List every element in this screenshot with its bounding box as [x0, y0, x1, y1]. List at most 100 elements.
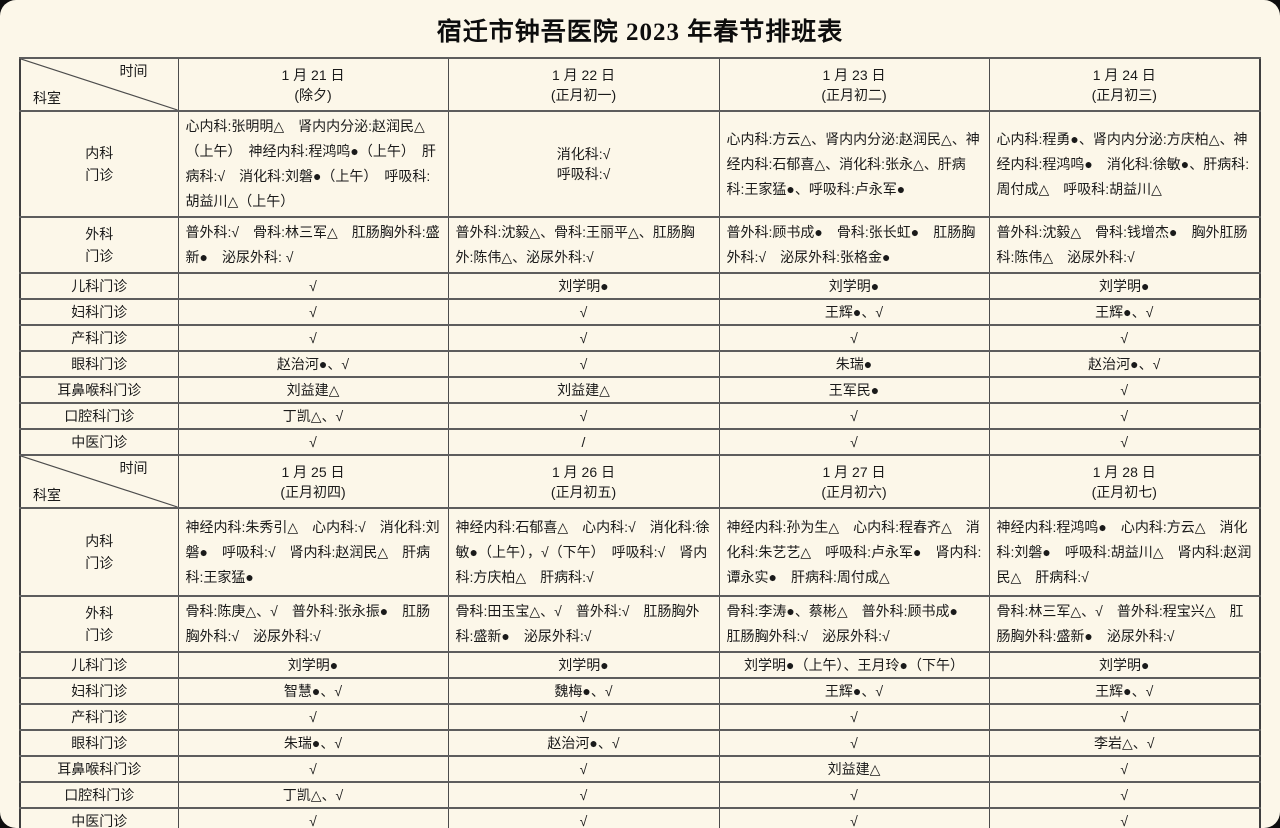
dept-label: 口腔科门诊	[19, 781, 179, 809]
page-title: 宿迁市钟吾医院 2023 年春节排班表	[436, 19, 844, 46]
dept-label: 耳鼻喉科门诊	[19, 755, 179, 783]
date-header: 1 月 27 日 (正月初六)	[718, 454, 990, 509]
corner-cell: 时间 科室	[19, 454, 179, 509]
schedule-cell: √	[447, 807, 720, 828]
schedule-cell: √	[988, 402, 1261, 430]
schedule-cell: √	[718, 324, 990, 352]
schedule-cell: √	[447, 324, 720, 352]
date-header: 1 月 22 日 (正月初一)	[447, 57, 720, 112]
schedule-cell: 刘学明●	[988, 272, 1261, 300]
schedule-cell: 普外科:沈毅△ 骨科:钱增杰● 胸外肛肠科:陈伟△ 泌尿外科:√	[988, 216, 1261, 274]
schedule-cell: 刘益建△	[177, 376, 449, 404]
corner-cell: 时间 科室	[19, 57, 179, 112]
date-header: 1 月 24 日 (正月初三)	[988, 57, 1261, 112]
date-header: 1 月 23 日 (正月初二)	[718, 57, 990, 112]
date-day: 1 月 22 日	[551, 66, 616, 83]
schedule-cell: 李岩△、√	[988, 729, 1261, 757]
schedule-cell: 刘学明●	[988, 651, 1261, 679]
schedule-cell: 刘学明●	[177, 651, 449, 679]
schedule-cell: 丁凯△、√	[177, 402, 449, 430]
dept-label: 眼科门诊	[19, 729, 179, 757]
schedule-cell: √	[988, 324, 1261, 352]
date-day: 1 月 28 日	[1092, 463, 1156, 480]
schedule-table: 时间 科室 1 月 21 日 (除夕) 1 月 22 日 (正月初一) 1 月 23 日 (正…	[19, 57, 1261, 828]
time-axis-label: 时间	[119, 460, 148, 476]
table-row: 外科 门诊 普外科:√ 骨科:林三军△ 肛肠胸外科:盛新● 泌尿外科: √ 普外科:…	[19, 216, 1261, 274]
table-row: 中医门诊 √ / √ √	[19, 428, 1261, 456]
schedule-table-body: 时间 科室 1 月 21 日 (除夕) 1 月 22 日 (正月初一) 1 月 23 日 (正…	[19, 57, 1261, 828]
date-lunar: (正月初三)	[1091, 86, 1157, 103]
schedule-cell: 朱瑞●、√	[177, 729, 449, 757]
date-header: 1 月 21 日 (除夕)	[177, 57, 449, 112]
table-row: 耳鼻喉科门诊 刘益建△ 刘益建△ 王军民● √	[19, 376, 1261, 404]
schedule-cell: √	[718, 781, 990, 809]
date-day: 1 月 23 日	[822, 66, 886, 83]
schedule-cell: 骨科:林三军△、√ 普外科:程宝兴△ 肛肠胸外科:盛新● 泌尿外科:√	[988, 595, 1261, 653]
schedule-cell: 刘学明●	[447, 272, 720, 300]
schedule-cell: 骨科:陈庚△、√ 普外科:张永振● 肛肠胸外科:√ 泌尿外科:√	[177, 595, 449, 653]
table-row: 口腔科门诊 丁凯△、√ √ √ √	[19, 781, 1261, 809]
table-row: 产科门诊 √ √ √ √	[19, 324, 1261, 352]
schedule-cell: 赵治河●、√	[447, 729, 720, 757]
schedule-cell: √	[988, 781, 1261, 809]
date-lunar: (正月初四)	[280, 483, 346, 500]
table-row: 内科 门诊 心内科:张明明△ 肾内内分泌:赵润民△（上午） 神经内科:程鸿鸣●（上…	[19, 110, 1261, 218]
schedule-cell: 丁凯△、√	[177, 781, 449, 809]
table-row: 儿科门诊 刘学明● 刘学明● 刘学明●（上午）、王月玲●（下午） 刘学明●	[19, 651, 1261, 679]
schedule-cell: 神经内科:石郁喜△ 心内科:√ 消化科:徐敏●（上午），√（下午） 呼吸科:√ …	[447, 507, 720, 597]
schedule-cell: 神经内科:朱秀引△ 心内科:√ 消化科:刘磐● 呼吸科:√ 肾内科:赵润民△ 肝…	[177, 507, 449, 597]
date-day: 1 月 27 日	[822, 463, 886, 480]
schedule-cell: 赵治河●、√	[988, 350, 1261, 378]
date-lunar: (正月初六)	[821, 483, 887, 500]
schedule-cell: 赵治河●、√	[177, 350, 449, 378]
schedule-cell: √	[177, 298, 449, 326]
table-row: 口腔科门诊 丁凯△、√ √ √ √	[19, 402, 1261, 430]
schedule-cell: 骨科:田玉宝△、√ 普外科:√ 肛肠胸外科:盛新● 泌尿外科:√	[447, 595, 720, 653]
date-lunar: (正月初七)	[1091, 483, 1157, 500]
schedule-cell: 普外科:√ 骨科:林三军△ 肛肠胸外科:盛新● 泌尿外科: √	[177, 216, 449, 274]
date-header: 1 月 26 日 (正月初五)	[447, 454, 720, 509]
dept-label: 中医门诊	[19, 807, 179, 828]
diagonal-divider-line	[22, 60, 177, 109]
date-lunar: (除夕)	[294, 86, 332, 103]
schedule-cell: √	[718, 807, 990, 828]
schedule-cell: 刘益建△	[447, 376, 720, 404]
schedule-cell: 王辉●、√	[718, 298, 990, 326]
schedule-cell: 魏梅●、√	[447, 677, 720, 705]
schedule-cell: 心内科:张明明△ 肾内内分泌:赵润民△（上午） 神经内科:程鸿鸣●（上午） 肝病…	[177, 110, 449, 218]
schedule-cell: √	[177, 324, 449, 352]
schedule-cell: 刘学明●	[718, 272, 990, 300]
dept-label: 儿科门诊	[19, 651, 179, 679]
table-row: 耳鼻喉科门诊 √ √ 刘益建△ √	[19, 755, 1261, 783]
schedule-cell: √	[718, 729, 990, 757]
schedule-cell: 刘学明●（上午）、王月玲●（下午）	[718, 651, 990, 679]
schedule-cell: 智慧●、√	[177, 677, 449, 705]
dept-label: 耳鼻喉科门诊	[19, 376, 179, 404]
schedule-cell: √	[447, 703, 720, 731]
dept-label: 外科 门诊	[19, 595, 179, 653]
table-row: 妇科门诊 √ √ 王辉●、√ 王辉●、√	[19, 298, 1261, 326]
table-row: 眼科门诊 赵治河●、√ √ 朱瑞● 赵治河●、√	[19, 350, 1261, 378]
schedule-cell: √	[177, 807, 449, 828]
dept-label: 产科门诊	[19, 703, 179, 731]
schedule-cell: 普外科:沈毅△、骨科:王丽平△、肛肠胸外:陈伟△、泌尿外科:√	[447, 216, 720, 274]
schedule-cell: √	[447, 350, 720, 378]
date-day: 1 月 21 日	[281, 66, 345, 83]
date-day: 1 月 25 日	[281, 463, 345, 480]
schedule-cell: /	[447, 428, 720, 456]
table-row: 妇科门诊 智慧●、√ 魏梅●、√ 王辉●、√ 王辉●、√	[19, 677, 1261, 705]
table-row: 产科门诊 √ √ √ √	[19, 703, 1261, 731]
schedule-cell: 消化科:√ 呼吸科:√	[447, 110, 720, 218]
schedule-cell: √	[177, 428, 449, 456]
schedule-cell: √	[177, 755, 449, 783]
schedule-cell: √	[718, 402, 990, 430]
dept-label: 内科 门诊	[19, 507, 179, 597]
dept-label: 眼科门诊	[19, 350, 179, 378]
time-axis-label: 时间	[119, 63, 148, 79]
schedule-cell: √	[718, 703, 990, 731]
schedule-cell: 刘益建△	[718, 755, 990, 783]
schedule-cell: √	[447, 402, 720, 430]
schedule-cell: √	[177, 703, 449, 731]
schedule-cell: √	[988, 376, 1261, 404]
